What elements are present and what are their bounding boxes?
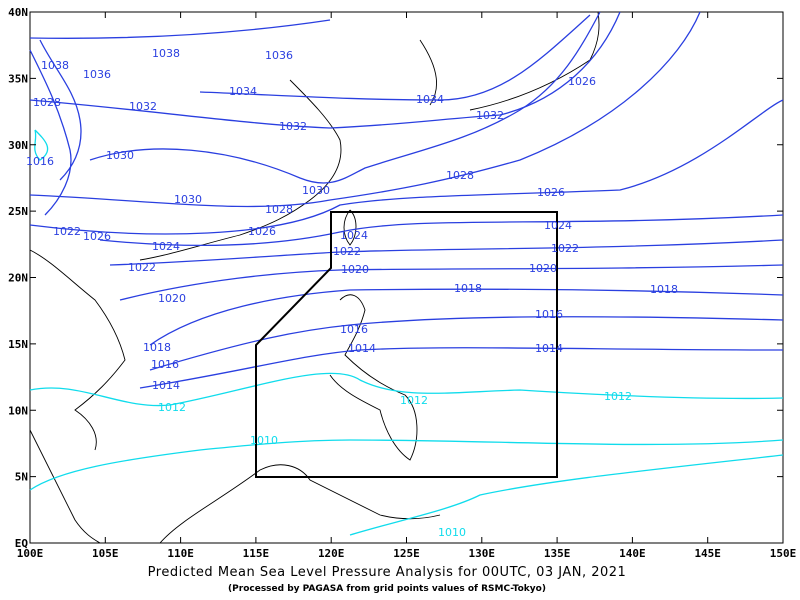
isobar-label: 1016: [151, 358, 179, 371]
y-tick-label: 35N: [8, 72, 28, 85]
isobar: [109, 239, 784, 266]
isobar: [149, 316, 784, 371]
isobar-label: 1018: [650, 283, 678, 296]
isobar-label: 1032: [476, 109, 504, 122]
map-frame: [29, 11, 784, 544]
x-tick-label: 130E: [469, 547, 496, 560]
isobar-label: 1014: [348, 342, 376, 355]
isobar: [29, 11, 701, 208]
isobar-label: 1034: [416, 93, 444, 106]
isobar: [29, 19, 331, 39]
isobar: [29, 39, 82, 216]
x-tick-label: 135E: [544, 547, 571, 560]
isobar-label: 1010: [438, 526, 466, 539]
y-tick-label: 15N: [8, 338, 28, 351]
par-boundary: [255, 211, 558, 478]
isobar-label: 1024: [340, 229, 368, 242]
y-tick-label: 30N: [8, 139, 28, 152]
isobar: [119, 264, 784, 301]
map-subtitle: (Processed by PAGASA from grid points va…: [228, 584, 546, 594]
isobar-label: 1030: [302, 184, 330, 197]
y-tick-label: 25N: [8, 205, 28, 218]
isobar-label: 1012: [604, 390, 632, 403]
isobar-label: 1028: [446, 169, 474, 182]
isobar-label: 1022: [551, 242, 579, 255]
isobar-label: 1012: [158, 401, 186, 414]
isobar-label: 1030: [174, 193, 202, 206]
x-tick-label: 120E: [318, 547, 345, 560]
isobar-label: 1038: [41, 59, 69, 72]
isobar-label: 1022: [128, 261, 156, 274]
isobar-label: 1022: [333, 245, 361, 258]
x-tick-label: 110E: [167, 547, 194, 560]
isobar-label: 1030: [106, 149, 134, 162]
x-tick-label: 145E: [694, 547, 721, 560]
isobar-label: 1020: [529, 262, 557, 275]
isobar-label: 1036: [83, 68, 111, 81]
isobar-label: 1020: [341, 263, 369, 276]
x-tick-label: 100E: [17, 547, 44, 560]
x-tick-label: 150E: [770, 547, 797, 560]
isobar: [29, 99, 784, 235]
x-tick-label: 125E: [393, 547, 420, 560]
isobar: [34, 129, 49, 161]
y-tick-label: 10N: [8, 404, 28, 417]
isobar-label: 1028: [265, 203, 293, 216]
isobar-label: 1014: [535, 342, 563, 355]
isobar: [199, 14, 591, 101]
isobar-labels: 1038 1036 1038 1036 1034 1032 1032 1030 …: [26, 47, 678, 539]
x-tick-label: 105E: [92, 547, 119, 560]
isobar-label: 1034: [229, 85, 257, 98]
isobar-label: 1026: [568, 75, 596, 88]
x-tick-label: 140E: [619, 547, 646, 560]
isobar-label: 1016: [535, 308, 563, 321]
isobars: [29, 11, 784, 536]
isobar: [349, 454, 784, 536]
isobar: [29, 372, 784, 407]
isobar-label: 1014: [152, 379, 180, 392]
isobar: [149, 288, 784, 346]
y-tick-label: 40N: [8, 6, 28, 19]
isobar: [139, 347, 784, 389]
isobar-label: 1024: [544, 219, 572, 232]
isobar-label: 1026: [83, 230, 111, 243]
map-title: Predicted Mean Sea Level Pressure Analys…: [148, 565, 627, 580]
y-tick-label: 5N: [15, 471, 28, 484]
y-tick-label: 20N: [8, 272, 28, 285]
isobar-label: 1026: [537, 186, 565, 199]
isobar: [89, 11, 601, 184]
isobar-label: 1032: [279, 120, 307, 133]
isobar-label: 1038: [152, 47, 180, 60]
isobar-label: 1022: [53, 225, 81, 238]
isobar-label: 1018: [454, 282, 482, 295]
isobar-label: 1026: [248, 225, 276, 238]
isobar-label: 1024: [152, 240, 180, 253]
isobar: [99, 214, 784, 246]
isobar: [29, 439, 784, 491]
isobar-label: 1016: [340, 323, 368, 336]
isobar-label: 1032: [129, 100, 157, 113]
isobar-label: 1010: [250, 434, 278, 447]
isobar-label: 1020: [158, 292, 186, 305]
isobar-label: 1018: [143, 341, 171, 354]
y-tick-label: EQ: [15, 537, 29, 550]
isobar-label: 1028: [33, 96, 61, 109]
isobar: [29, 11, 621, 129]
isobar-label: 1012: [400, 394, 428, 407]
isobar-label: 1016: [26, 155, 54, 168]
x-tick-label: 115E: [243, 547, 270, 560]
isobar-label: 1036: [265, 49, 293, 62]
